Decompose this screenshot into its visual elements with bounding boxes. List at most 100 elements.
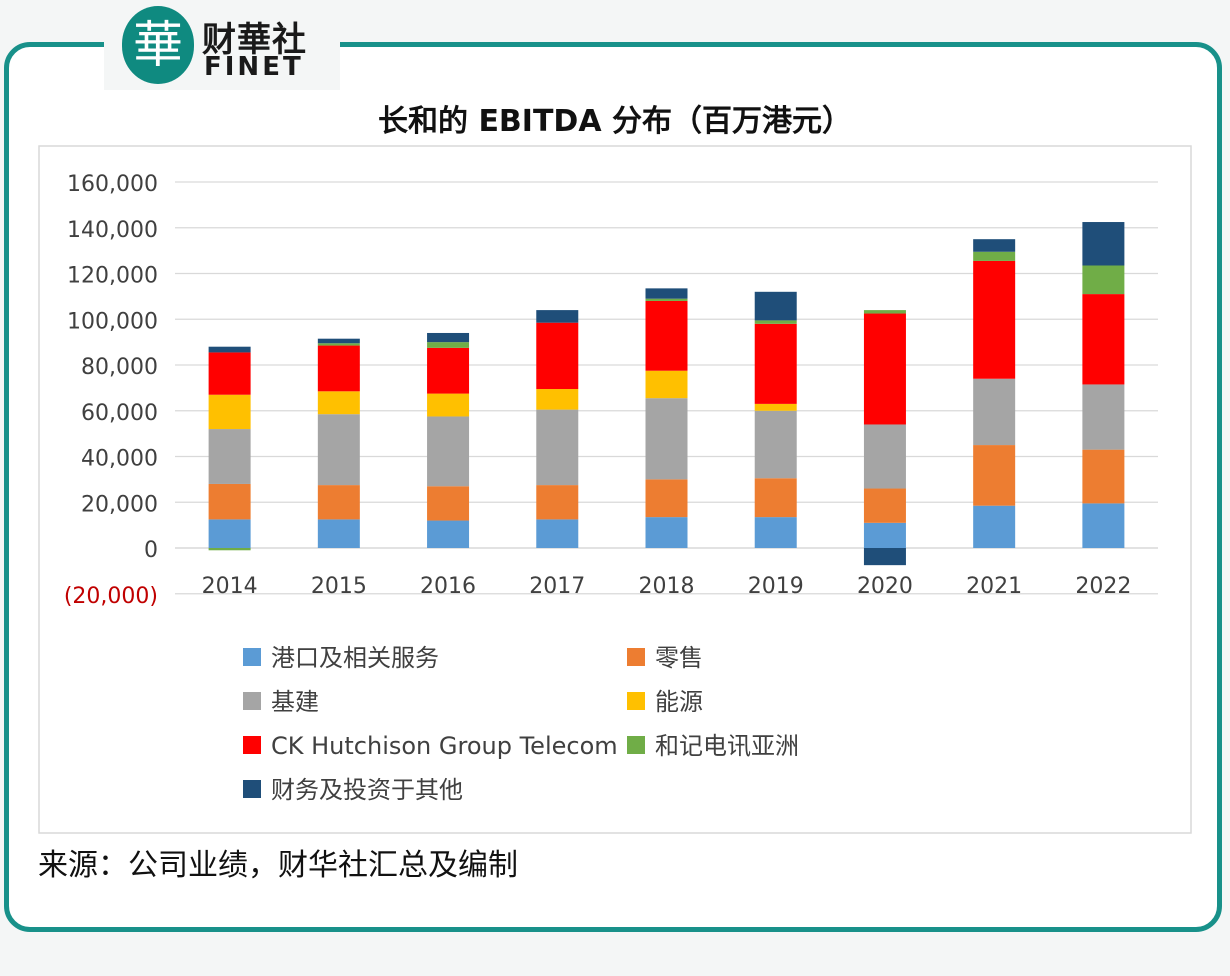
bar-segment-2018-s3: [645, 370, 688, 399]
bar-segment-2014-s1: [208, 483, 251, 520]
bar-segment-2016-s4: [427, 347, 470, 394]
bar-segment-2015-s6: [317, 338, 360, 344]
legend-swatch: [627, 736, 645, 754]
x-tick-label: 2017: [529, 574, 585, 599]
bar-segment-2014-s2: [208, 429, 251, 484]
bar-segment-2016-s2: [427, 416, 470, 487]
bar-segment-2016-s1: [427, 486, 470, 521]
legend-label: 基建: [271, 688, 319, 716]
bar-segment-2017-s4: [536, 322, 579, 390]
legend-swatch: [243, 736, 261, 754]
bar-segment-2019-s1: [754, 478, 797, 518]
bar-segment-2018-s0: [645, 517, 688, 548]
y-tick-label: 20,000: [81, 492, 158, 517]
legend-label: 零售: [655, 644, 703, 672]
legend-label: 财务及投资于其他: [271, 776, 463, 804]
legend-label: 能源: [655, 688, 703, 716]
legend-swatch: [627, 648, 645, 666]
y-tick-label: 140,000: [67, 218, 158, 243]
bar-segment-2022-s1: [1082, 449, 1125, 504]
y-tick-label: 160,000: [67, 172, 158, 197]
bar-segment-2017-s6: [536, 310, 579, 323]
bar-segment-2020-s1: [863, 488, 906, 523]
bar-segment-2021-s6: [973, 239, 1016, 252]
legend-swatch: [627, 692, 645, 710]
brand-logo-badge: 華: [122, 6, 194, 84]
bar-segment-2017-s2: [536, 409, 579, 486]
bar-segment-2022-s4: [1082, 294, 1125, 385]
brand-logo-char: 華: [133, 16, 183, 74]
bar-segment-2022-s6: [1082, 222, 1125, 266]
bar-segment-2022-s5: [1082, 265, 1125, 295]
bar-segment-2015-s3: [317, 391, 360, 415]
x-tick-label: 2020: [857, 574, 913, 599]
x-tick-label: 2015: [311, 574, 367, 599]
bar-segment-2015-s1: [317, 485, 360, 520]
x-tick-label: 2021: [966, 574, 1022, 599]
bar-segment-2021-s1: [973, 445, 1016, 506]
source-note: 来源：公司业绩，财华社汇总及编制: [38, 848, 518, 883]
x-tick-label: 2018: [639, 574, 695, 599]
y-tick-label: 40,000: [81, 447, 158, 472]
bar-segment-2021-s4: [973, 260, 1016, 379]
bar-segment-2016-s6: [427, 332, 470, 343]
bar-segment-2018-s6: [645, 288, 688, 299]
bar-segment-2019-s6: [754, 291, 797, 321]
chart-frame: [4, 42, 1222, 932]
x-tick-label: 2014: [202, 574, 258, 599]
bar-segment-2021-s2: [973, 378, 1016, 446]
plot-area-border: [38, 145, 1192, 834]
y-axis: (20,000) 0 20,000 40,000 60,000 80,000 100,000…: [64, 172, 158, 609]
bar-segment-2014-s6: [208, 346, 251, 353]
bar-segment-2016-s5: [427, 342, 470, 348]
y-tick-label: 80,000: [81, 355, 158, 380]
bar-segment-2018-s1: [645, 479, 688, 518]
bar-segment-2019-s5: [754, 320, 797, 324]
bar-segment-2020-s0: [863, 522, 906, 548]
bar-segment-2021-s5: [973, 251, 1016, 261]
bar-segment-2014-s5: [208, 548, 251, 551]
bar-segment-2017-s1: [536, 485, 579, 520]
bar-segment-2020-s5: [863, 310, 906, 314]
y-tick-label: 120,000: [67, 264, 158, 289]
bar-segment-2017-s0: [536, 519, 579, 548]
bar-segment-2021-s0: [973, 505, 1016, 548]
y-tick-label: 0: [144, 538, 158, 563]
bar-segment-2019-s0: [754, 517, 797, 548]
y-tick-label: (20,000): [64, 584, 158, 609]
legend-label: 港口及相关服务: [271, 644, 439, 672]
bar-segment-2019-s2: [754, 410, 797, 479]
bar-segment-2019-s4: [754, 323, 797, 404]
bar-segment-2020-s4: [863, 313, 906, 425]
bar-segment-2015-s2: [317, 414, 360, 486]
bar-segment-2017-s3: [536, 389, 579, 410]
legend-swatch: [243, 648, 261, 666]
bar-segment-2016-s0: [427, 520, 470, 548]
x-tick-label: 2019: [748, 574, 804, 599]
bar-segment-2014-s3: [208, 394, 251, 430]
bar-segment-2014-s4: [208, 352, 251, 395]
x-tick-label: 2016: [420, 574, 476, 599]
bar-segment-2018-s2: [645, 398, 688, 480]
bar-segment-2018-s5: [645, 298, 688, 301]
bar-segment-2022-s0: [1082, 503, 1125, 548]
y-tick-label: 60,000: [81, 401, 158, 426]
bar-segment-2015-s5: [317, 343, 360, 346]
brand-name-cn: 财華社: [202, 20, 307, 60]
bar-segment-2022-s2: [1082, 384, 1125, 450]
bar-segment-2016-s3: [427, 393, 470, 417]
legend-swatch: [243, 692, 261, 710]
bars: [208, 222, 1125, 566]
bar-segment-2020-s6: [863, 548, 906, 566]
x-tick-label: 2022: [1075, 574, 1131, 599]
legend-label: CK Hutchison Group Telecom: [271, 732, 618, 760]
y-tick-label: 100,000: [67, 309, 158, 334]
chart-title: 长和的 EBITDA 分布（百万港元）: [378, 104, 852, 139]
brand-name-en: FINET: [204, 52, 304, 82]
bar-segment-2020-s2: [863, 424, 906, 489]
bar-segment-2015-s4: [317, 345, 360, 392]
bar-segment-2015-s0: [317, 519, 360, 548]
x-axis: 2014 2015 2016 2017 2018 2019 2020 2021 2022: [202, 574, 1132, 599]
